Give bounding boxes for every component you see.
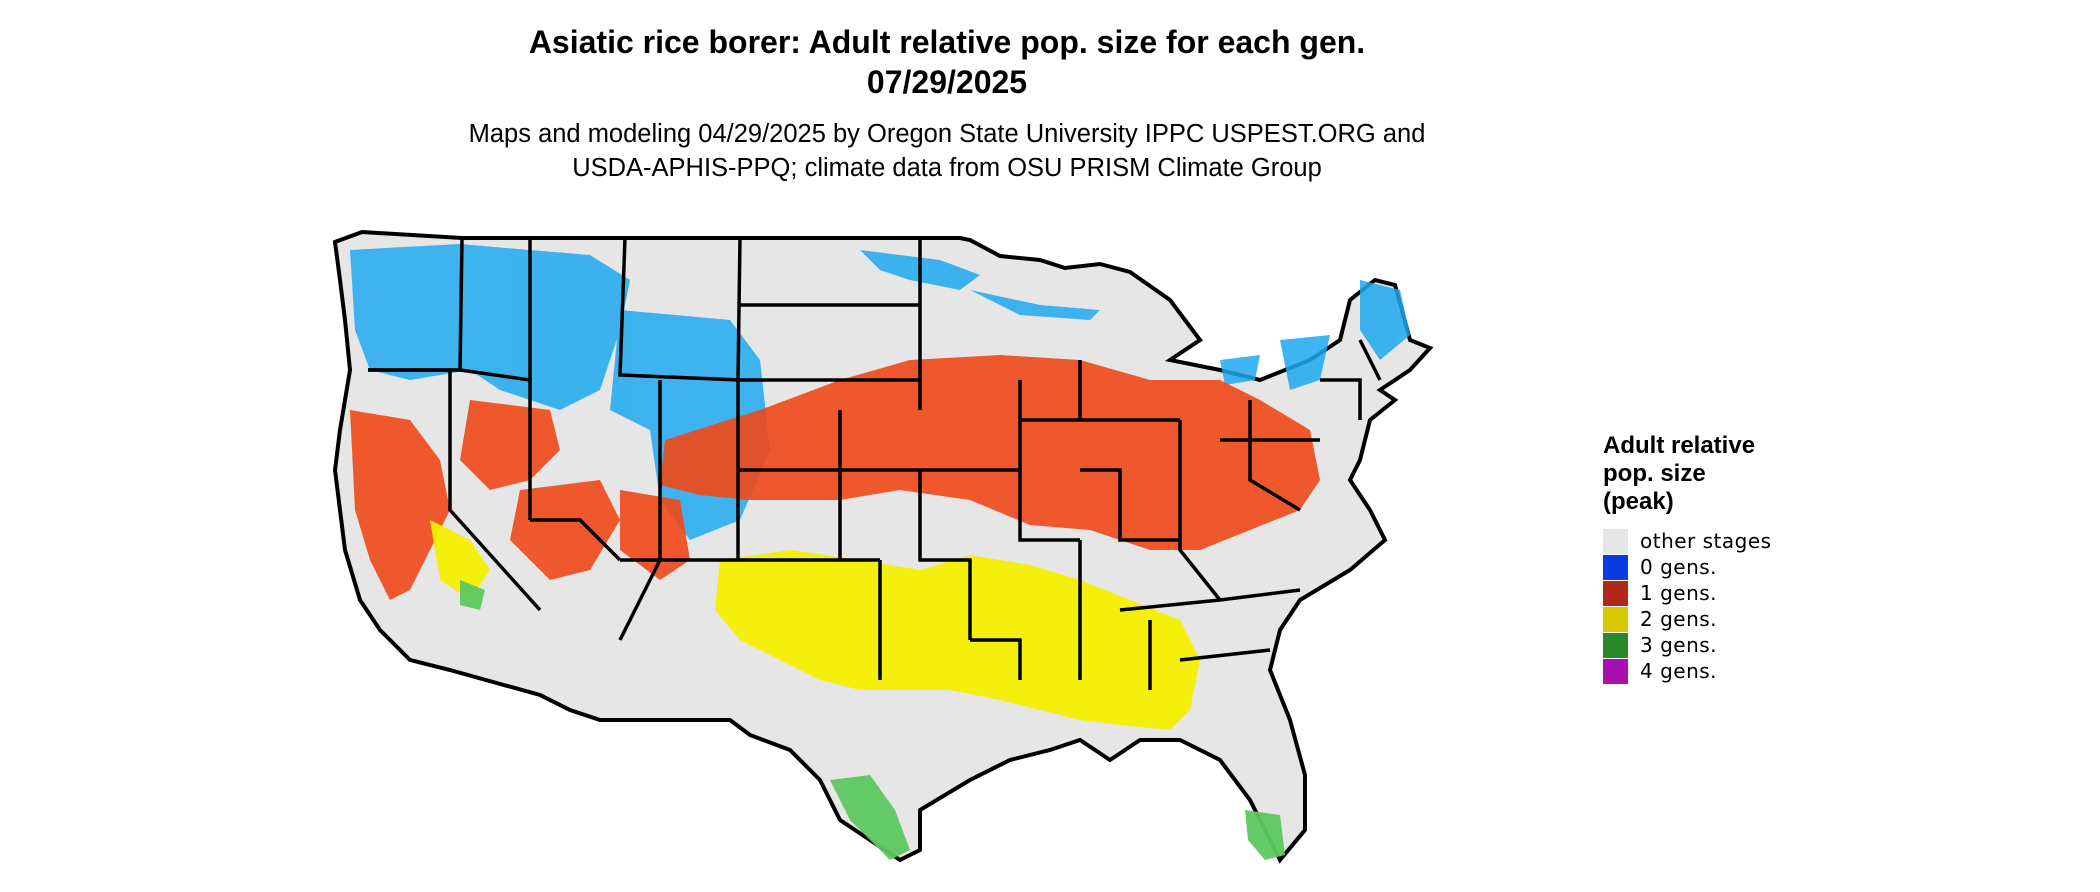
legend-label: 3 gens. [1640, 633, 1718, 657]
legend-title: Adult relative pop. size (peak) [1603, 432, 1772, 516]
legend-title-line-2: pop. size [1603, 460, 1706, 487]
legend-item-0-gens: 0 gens. [1603, 554, 1772, 580]
three-gens-region [460, 580, 1285, 860]
legend-label: 2 gens. [1640, 607, 1718, 631]
legend-label: 1 gens. [1640, 581, 1718, 605]
legend: Adult relative pop. size (peak) other st… [1603, 432, 1772, 684]
legend-title-line-3: (peak) [1603, 488, 1674, 515]
legend-item-3-gens: 3 gens. [1603, 632, 1772, 658]
one-gen-region [350, 355, 1320, 600]
map-title: Asiatic rice borer: Adult relative pop. … [528, 24, 1366, 60]
legend-title-line-1: Adult relative [1603, 432, 1756, 459]
state-borders [368, 237, 1382, 690]
legend-item-4-gens: 4 gens. [1603, 658, 1772, 684]
legend-item-other-stages: other stages [1603, 528, 1772, 554]
title-block: Asiatic rice borer: Adult relative pop. … [0, 22, 1894, 185]
legend-swatch [1603, 632, 1628, 658]
legend-label: 0 gens. [1640, 555, 1718, 579]
legend-label: 4 gens. [1640, 659, 1718, 683]
legend-swatch [1603, 554, 1628, 580]
us-map [320, 220, 1600, 892]
legend-swatch [1603, 606, 1628, 632]
legend-swatch [1603, 580, 1628, 606]
legend-swatch [1603, 528, 1628, 554]
legend-item-1-gens: 1 gens. [1603, 580, 1772, 606]
map-credit-line-1: Maps and modeling 04/29/2025 by Oregon S… [468, 120, 1426, 148]
map-date: 07/29/2025 [866, 64, 1028, 100]
legend-swatch [1603, 658, 1628, 684]
us-map-svg [332, 229, 1434, 864]
map-credit-line-2: USDA-APHIS-PPQ; climate data from OSU PR… [572, 154, 1322, 182]
legend-item-2-gens: 2 gens. [1603, 606, 1772, 632]
legend-label: other stages [1640, 529, 1772, 553]
